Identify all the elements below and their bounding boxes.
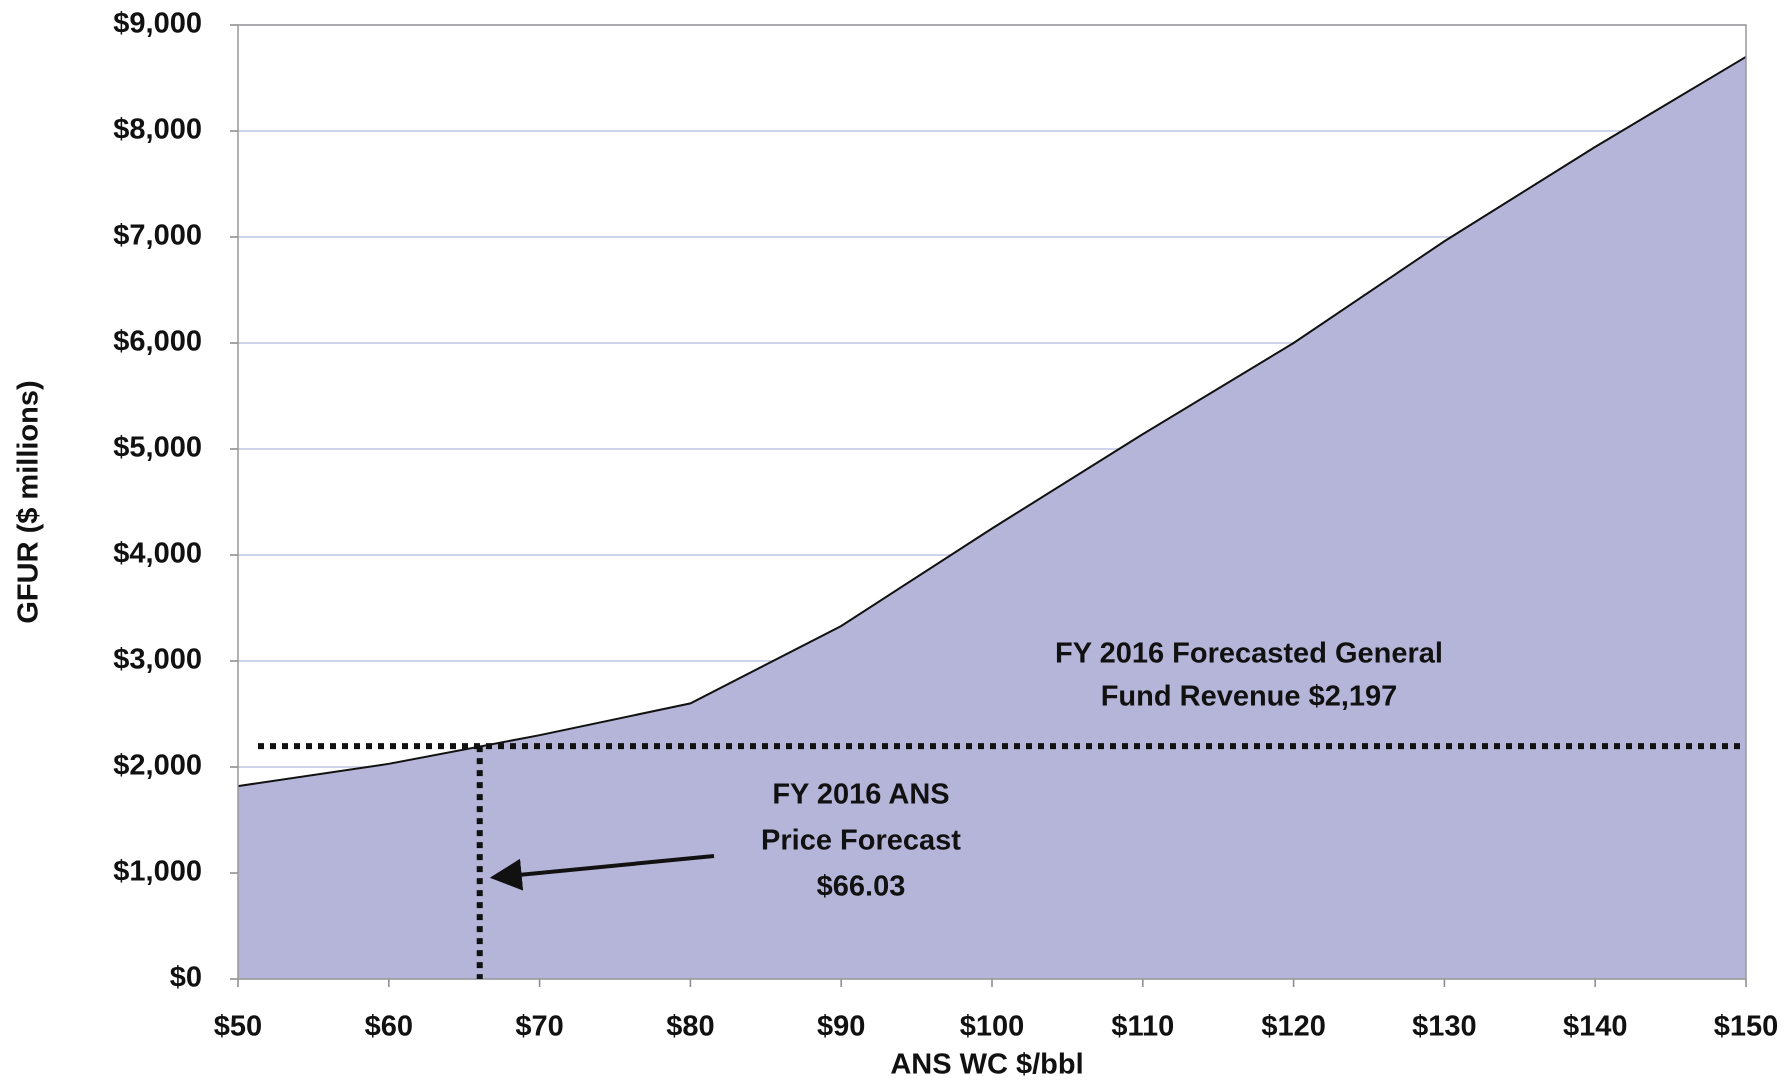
x-tick-label: $150 [1714, 1011, 1779, 1043]
annotation: FY 2016 Forecasted General [1055, 638, 1443, 670]
x-tick-label: $90 [817, 1011, 865, 1043]
y-tick-label: $1,000 [113, 856, 202, 888]
y-tick-label: $8,000 [113, 114, 202, 146]
y-axis-label: GFUR ($ millions) [13, 380, 45, 623]
y-tick-label: $4,000 [113, 538, 202, 570]
x-tick-label: $100 [960, 1011, 1025, 1043]
x-tick-label: $120 [1261, 1011, 1326, 1043]
annotation: Price Forecast [761, 825, 961, 857]
x-tick-label: $60 [365, 1011, 413, 1043]
x-tick-label: $50 [214, 1011, 262, 1043]
arrow [489, 854, 715, 891]
x-tick-label: $140 [1563, 1011, 1628, 1043]
plot-border [237, 24, 1747, 980]
y-tick-label: $0 [170, 962, 202, 994]
area [238, 56, 1746, 980]
y-tick-label: $9,000 [113, 8, 202, 40]
x-tick-label: $70 [515, 1011, 563, 1043]
annotation: Fund Revenue $2,197 [1101, 681, 1398, 713]
x-tick-label: $110 [1111, 1011, 1174, 1043]
annotation: $66.03 [817, 871, 906, 903]
x-tick-label: $130 [1412, 1011, 1477, 1043]
y-tick-label: $7,000 [113, 220, 202, 252]
y-tick-label: $3,000 [113, 644, 202, 676]
x-tick-label: $80 [666, 1011, 714, 1043]
y-tick-label: $2,000 [113, 750, 202, 782]
x-axis-label: ANS WC $/bbl [890, 1049, 1083, 1079]
annotation: FY 2016 ANS [772, 779, 949, 811]
y-tick-label: $6,000 [113, 326, 202, 358]
y-tick-label: $5,000 [113, 432, 202, 464]
